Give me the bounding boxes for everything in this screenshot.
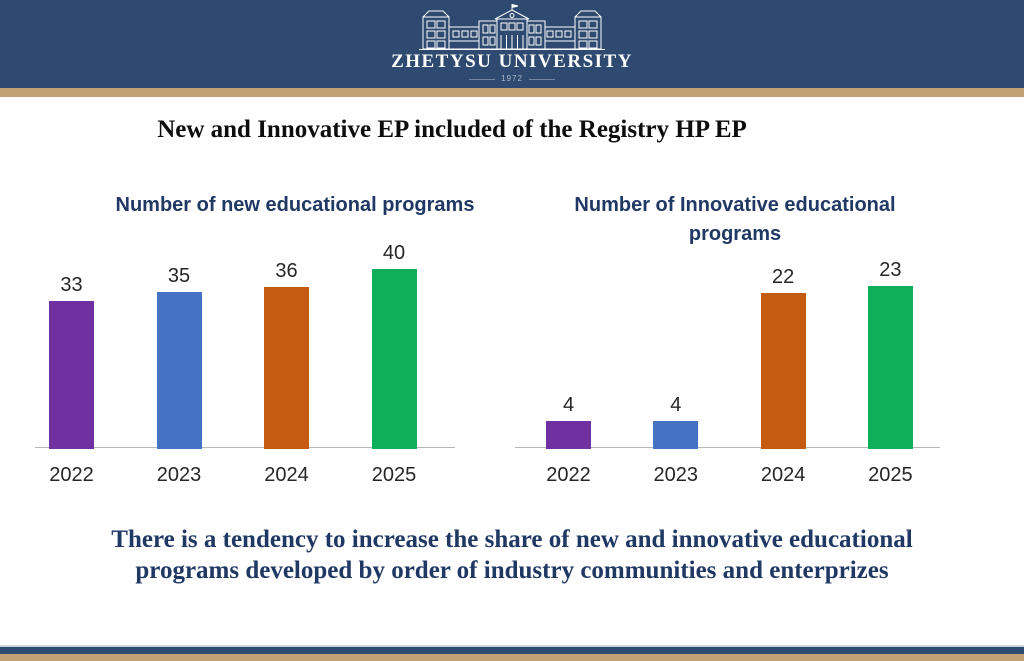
- university-founding-year: 1972: [469, 75, 555, 83]
- university-building-logo: [419, 4, 605, 50]
- bar-value-label: 22: [771, 265, 795, 288]
- axis-tick-label: 2025: [371, 464, 417, 486]
- left-chart-x-axis: [35, 447, 455, 448]
- footer-navy-bar: [0, 647, 1024, 654]
- bar-2023: [653, 420, 699, 449]
- year-divider-right: [528, 78, 555, 80]
- bar-2025: [867, 285, 913, 449]
- bar-column: 40 2025: [364, 230, 425, 494]
- bar-column: 22 2024: [753, 230, 814, 494]
- bar-value-label: 4: [670, 393, 682, 416]
- bar-column: 23 2025: [860, 230, 921, 494]
- bar-2024: [760, 292, 806, 449]
- header-accent-bar: [0, 88, 1024, 97]
- bar-column: 4 2023: [645, 230, 706, 494]
- footer-divider-line: [0, 645, 1024, 647]
- axis-tick-label: 2024: [760, 464, 806, 486]
- axis-tick-label: 2024: [264, 464, 309, 486]
- university-name: ZHETYSU UNIVERSITY: [391, 51, 633, 72]
- bar-column: 36 2024: [256, 230, 317, 494]
- conclusion-text: There is a tendency to increase the shar…: [40, 524, 984, 586]
- bar-2022: [546, 420, 591, 449]
- bar-column: 35 2023: [149, 230, 210, 494]
- bar-value-label: 23: [879, 258, 902, 281]
- conclusion-line-2: programs developed by order of industry …: [135, 557, 889, 584]
- axis-tick-label: 2023: [653, 464, 699, 486]
- left-chart-title: Number of new educational programs: [115, 194, 475, 216]
- right-chart-x-axis: [515, 447, 940, 448]
- bar-column: 33 2022: [41, 230, 102, 494]
- left-bar-chart: 33 2022 35 2023 36 2024 40 2025: [35, 230, 455, 494]
- axis-tick-label: 2022: [546, 464, 591, 486]
- slide-title: New and Innovative EP included of the Re…: [157, 116, 747, 143]
- bar-2024: [264, 287, 309, 449]
- bar-2023: [156, 291, 202, 449]
- year-divider-left: [469, 78, 496, 80]
- right-bar-chart: 4 2022 4 2023 22 2024 23 2025: [515, 230, 940, 494]
- bar-value-label: 36: [275, 260, 298, 282]
- bar-value-label: 33: [60, 273, 83, 296]
- conclusion-line-1: There is a tendency to increase the shar…: [111, 526, 913, 553]
- bar-2025: [371, 269, 417, 449]
- axis-tick-label: 2025: [868, 464, 913, 486]
- bar-value-label: 4: [562, 393, 575, 416]
- right-chart-title: Number of Innovative educational program…: [574, 194, 896, 245]
- bar-value-label: 40: [382, 242, 406, 264]
- bar-value-label: 35: [167, 264, 191, 287]
- bar-column: 4 2022: [538, 230, 599, 494]
- bar-2022: [49, 300, 94, 449]
- university-logo: ZHETYSU UNIVERSITY 1972: [0, 4, 1024, 83]
- axis-tick-label: 2022: [49, 464, 94, 486]
- axis-tick-label: 2023: [156, 464, 202, 486]
- footer-tan-bar: [0, 654, 1024, 661]
